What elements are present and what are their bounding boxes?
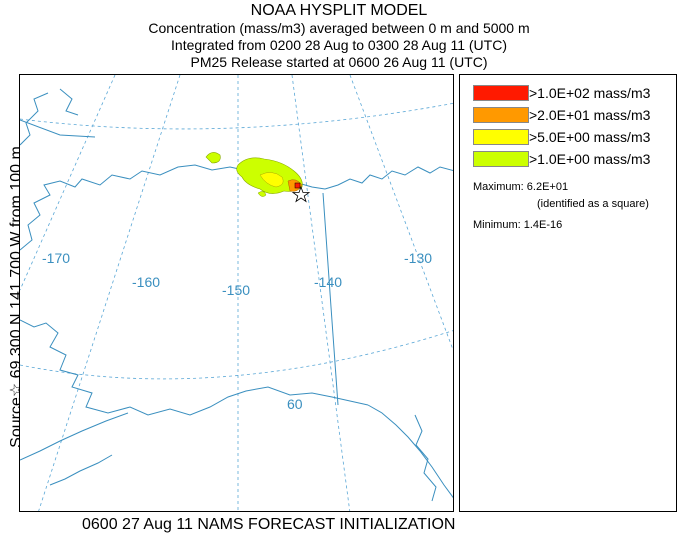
latitude-line-70 <box>20 102 453 130</box>
us-canada-border <box>322 192 339 406</box>
concentration-plume <box>205 152 303 197</box>
legend-swatch <box>473 85 529 101</box>
legend-label: >1.0E+00 mass/m3 <box>529 151 651 167</box>
legend-panel: >1.0E+02 mass/m3 >2.0E+01 mass/m3 >5.0E+… <box>459 74 677 512</box>
latitude-label: 60 <box>287 396 303 412</box>
source-star-icon <box>291 185 311 203</box>
integration-line: Integrated from 0200 28 Aug to 0300 28 A… <box>171 37 507 53</box>
coastlines <box>20 88 453 502</box>
trajectory-line <box>20 119 96 138</box>
maximum-note: (identified as a square) <box>537 198 649 210</box>
longitude-label: -140 <box>314 274 342 290</box>
release-line: PM25 Release started at 0600 26 Aug 11 (… <box>190 54 488 70</box>
plume-contour-5 <box>259 172 284 188</box>
meridian-140 <box>291 75 351 511</box>
model-title: NOAA HYSPLIT MODEL <box>250 2 428 19</box>
southeast-alaska-coast <box>367 404 453 499</box>
minimum-value: Minimum: 1.4E-16 <box>473 219 563 231</box>
map-svg: -170 -160 -150 -140 -130 60 <box>20 75 453 511</box>
plume-patch-south <box>257 191 267 197</box>
maximum-square <box>294 182 301 189</box>
chukotka-coast <box>20 92 49 146</box>
longitude-label: -150 <box>222 282 250 298</box>
legend-label: >1.0E+02 mass/m3 <box>529 85 651 101</box>
forecast-footer: 0600 27 Aug 11 NAMS FORECAST INITIALIZAT… <box>82 516 456 533</box>
legend-label: >5.0E+00 mass/m3 <box>529 129 651 145</box>
canada-arctic-coast <box>324 166 453 190</box>
plume-patch-west <box>205 152 221 164</box>
aleutian-islands <box>49 454 113 486</box>
maximum-value: Maximum: 6.2E+01 <box>473 181 569 193</box>
meridian-160 <box>38 75 181 511</box>
southwest-alaska-coast <box>20 319 369 416</box>
longitude-label: -130 <box>404 250 432 266</box>
longitude-label: -170 <box>42 250 70 266</box>
inside-passage <box>414 414 437 502</box>
concentration-line: Concentration (mass/m3) averaged between… <box>148 20 530 36</box>
legend-swatch <box>473 151 529 167</box>
legend-swatch <box>473 129 529 145</box>
longitude-label: -160 <box>132 274 160 290</box>
legend-label: >2.0E+01 mass/m3 <box>529 107 651 123</box>
island-outline <box>59 88 79 116</box>
latitude-line-60 <box>20 330 453 380</box>
legend-swatch <box>473 107 529 123</box>
dispersion-map: -170 -160 -150 -140 -130 60 <box>19 74 454 512</box>
alaska-peninsula <box>20 412 129 461</box>
meridian-130 <box>349 75 453 351</box>
